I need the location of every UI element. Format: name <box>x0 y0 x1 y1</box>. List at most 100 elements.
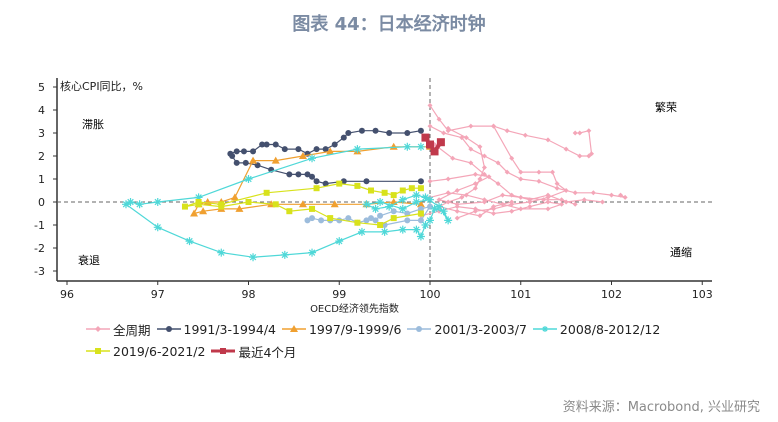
data-point <box>354 182 361 189</box>
data-point <box>581 197 587 203</box>
data-point <box>286 171 293 178</box>
data-point <box>371 204 380 213</box>
data-point <box>95 348 101 354</box>
legend-label: 最近4个月 <box>238 344 297 360</box>
legend-item: 2008/8-2012/12 <box>532 318 661 340</box>
data-point <box>426 216 434 225</box>
data-point <box>430 204 439 213</box>
data-point <box>416 326 423 332</box>
data-point <box>362 200 371 209</box>
legend-item: 最近4个月 <box>211 340 296 362</box>
data-point <box>540 197 546 203</box>
series-line <box>420 192 562 217</box>
y-tick-label: 3 <box>38 127 45 140</box>
data-point <box>468 146 474 152</box>
series-5 <box>181 180 424 228</box>
data-point <box>242 159 249 166</box>
data-point <box>272 201 279 208</box>
quadrant-stagflation: 滞胀 <box>82 118 104 131</box>
legend-item: 全周期 <box>86 318 151 340</box>
data-point <box>472 171 478 177</box>
data-point <box>417 178 424 185</box>
legend-item: 2019/6-2021/2 <box>86 340 205 362</box>
data-point <box>417 210 424 217</box>
data-point <box>426 140 434 149</box>
legend-label: 2001/3-2003/7 <box>434 321 527 337</box>
data-point <box>408 185 415 192</box>
data-point <box>309 215 316 222</box>
data-point <box>417 217 424 224</box>
data-point <box>572 130 578 136</box>
data-point <box>427 203 433 210</box>
data-point <box>412 198 421 206</box>
data-point <box>427 102 433 108</box>
data-point <box>477 213 483 219</box>
legend-label: 2019/6-2021/2 <box>113 343 206 359</box>
data-point <box>559 201 565 207</box>
data-point <box>472 185 478 191</box>
data-point <box>491 123 497 129</box>
data-point <box>165 326 172 332</box>
data-point <box>295 171 302 178</box>
data-point <box>445 125 451 131</box>
data-point <box>545 206 551 212</box>
legend-swatch <box>532 326 557 332</box>
data-point <box>259 141 266 148</box>
data-point <box>563 146 569 152</box>
data-point <box>309 205 316 212</box>
data-point <box>518 194 524 200</box>
legend-label: 2008/8-2012/12 <box>559 321 661 337</box>
data-point <box>522 132 528 138</box>
x-tick-label: 103 <box>692 288 713 301</box>
data-point <box>417 185 424 192</box>
data-point <box>545 199 551 205</box>
data-point <box>230 193 239 201</box>
data-point <box>298 200 307 208</box>
data-point <box>454 204 460 210</box>
data-point <box>541 326 548 332</box>
y-tick-label: -3 <box>34 265 45 278</box>
y-tick-label: 5 <box>38 81 45 94</box>
legend-label: 1991/3-1994/4 <box>183 321 276 337</box>
series-6 <box>421 133 445 156</box>
data-point <box>504 169 510 175</box>
data-point <box>454 188 460 193</box>
data-point <box>181 203 188 210</box>
y-tick-label: 2 <box>38 150 45 163</box>
data-point <box>416 200 425 208</box>
data-point <box>421 133 430 142</box>
data-point <box>481 165 487 170</box>
data-point <box>572 190 578 196</box>
y-tick-label: -2 <box>34 242 45 255</box>
data-point <box>509 199 515 205</box>
data-point <box>622 194 628 200</box>
data-point <box>572 201 578 207</box>
chart-title: 图表 44：日本经济时钟 <box>292 14 486 35</box>
data-point <box>495 181 501 187</box>
data-point <box>481 153 487 159</box>
data-point <box>308 248 317 257</box>
legend-item: 2001/3-2003/7 <box>407 318 527 340</box>
data-point <box>331 141 338 148</box>
data-point <box>500 192 506 198</box>
data-point <box>563 188 569 193</box>
legend-swatch <box>86 326 110 332</box>
data-point <box>454 208 460 214</box>
x-axis-label: OECD经济领先指数 <box>310 302 399 315</box>
data-point <box>509 155 515 161</box>
quadrant-deflation: 通缩 <box>670 246 692 259</box>
data-point <box>313 185 320 192</box>
x-tick-label: 100 <box>420 288 441 301</box>
data-point <box>271 156 280 164</box>
data-point <box>298 152 307 159</box>
data-point <box>286 208 293 215</box>
data-point <box>263 189 270 196</box>
series-0 <box>418 102 628 221</box>
data-point <box>254 162 261 169</box>
data-point <box>135 200 144 209</box>
series-line <box>429 125 626 198</box>
data-point <box>586 128 592 134</box>
legend-item: 1997/9-1999/6 <box>281 318 401 340</box>
legend: 全周期 1991/3-1994/4 1997/9-1999/6 2001/3-2003… <box>86 318 706 362</box>
data-point <box>376 198 385 206</box>
